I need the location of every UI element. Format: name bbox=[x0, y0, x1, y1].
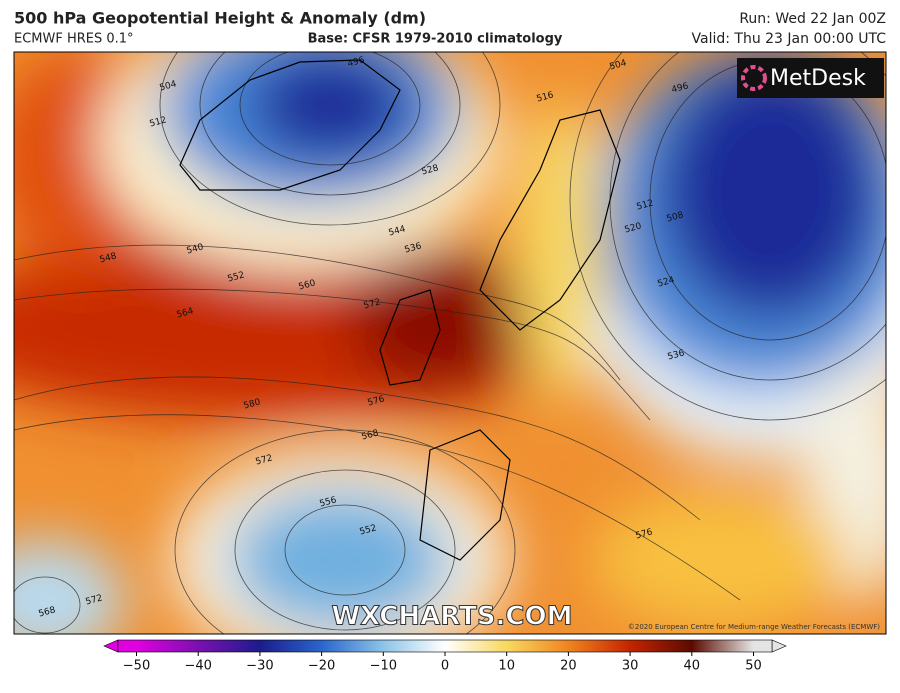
colorbar-tick-label: 30 bbox=[622, 659, 639, 674]
colorbar-right-end bbox=[771, 639, 787, 653]
run: Run: Wed 22 Jan 00Z bbox=[739, 11, 886, 27]
contour-label: 528 bbox=[421, 163, 440, 177]
colorbar-tick-label: 40 bbox=[684, 659, 701, 674]
colorbar-tick-label: 10 bbox=[498, 659, 515, 674]
contour-label: 580 bbox=[243, 397, 262, 411]
colorbar-bar bbox=[117, 639, 773, 653]
contour-label: 572 bbox=[363, 297, 382, 311]
logo: MetDesk bbox=[770, 66, 866, 91]
colorbar-tick-label: −40 bbox=[184, 659, 211, 674]
contour-label: 548 bbox=[99, 251, 118, 265]
contour-label: 520 bbox=[624, 221, 643, 235]
contour-label: 540 bbox=[186, 242, 205, 256]
contour-label: 560 bbox=[298, 278, 317, 292]
contour-label: 504 bbox=[159, 79, 178, 93]
colorbar-tick-label: −50 bbox=[123, 659, 150, 674]
contour-label: 496 bbox=[671, 81, 690, 95]
logo-box bbox=[737, 58, 884, 98]
contour-label: 552 bbox=[227, 270, 246, 284]
colorbar-tick-label: −30 bbox=[246, 659, 273, 674]
valid: Valid: Thu 23 Jan 00:00 UTC bbox=[692, 31, 887, 47]
contour-label: 524 bbox=[657, 275, 676, 289]
contour-label: 552 bbox=[359, 523, 378, 537]
colorbar-tick-label: 20 bbox=[560, 659, 577, 674]
map-frame bbox=[13, 51, 887, 635]
base: Base: CFSR 1979-2010 climatology bbox=[308, 32, 563, 47]
colorbar: −50 −40 −30 −20 −10 0 10 20 30 40 50 bbox=[103, 639, 787, 674]
contour-label: 568 bbox=[361, 428, 380, 442]
contour-label: 496 bbox=[347, 55, 366, 69]
contour-label: 572 bbox=[255, 453, 274, 467]
model: ECMWF HRES 0.1° bbox=[14, 32, 134, 47]
contour-label: 556 bbox=[319, 495, 338, 509]
colorbar-tick-label: 0 bbox=[441, 659, 449, 674]
contour-label: 544 bbox=[388, 224, 407, 238]
watermark: WXCHARTS.COM bbox=[331, 602, 572, 632]
colorbar-tick-label: −10 bbox=[370, 659, 397, 674]
copyright: ©2020 European Centre for Medium-range W… bbox=[628, 623, 880, 631]
colorbar-tick-label: −20 bbox=[308, 659, 335, 674]
contour-label: 512 bbox=[636, 198, 655, 212]
contour-label: 564 bbox=[176, 306, 195, 320]
colorbar-left-end bbox=[103, 639, 119, 653]
logo-icon bbox=[741, 65, 767, 91]
contour-label: 576 bbox=[367, 394, 386, 408]
contour-label: 516 bbox=[536, 90, 555, 104]
contour-label: 572 bbox=[85, 593, 104, 607]
colorbar-tick-label: 50 bbox=[745, 659, 762, 674]
contour-label: 576 bbox=[635, 527, 654, 541]
contour-label: 504 bbox=[609, 58, 628, 72]
contour-label: 536 bbox=[404, 241, 423, 255]
contour-label: 508 bbox=[666, 210, 685, 224]
map: 504 512 496 516 504 496 528 540 548 552 560 564 572 5… bbox=[14, 52, 886, 634]
contour-label: 512 bbox=[149, 115, 168, 129]
contour-label: 568 bbox=[38, 605, 57, 619]
title: 500 hPa Geopotential Height & Anomaly (d… bbox=[14, 9, 426, 28]
contour-label: 536 bbox=[667, 348, 686, 362]
